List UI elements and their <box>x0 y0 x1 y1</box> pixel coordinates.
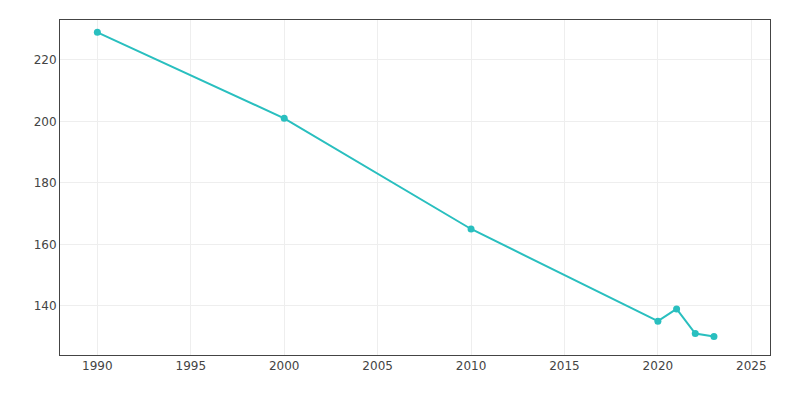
svg-text:1990: 1990 <box>82 359 113 373</box>
svg-text:2020: 2020 <box>643 359 674 373</box>
svg-text:2025: 2025 <box>736 359 767 373</box>
svg-text:1995: 1995 <box>176 359 207 373</box>
svg-text:2015: 2015 <box>549 359 580 373</box>
svg-text:160: 160 <box>34 238 57 252</box>
svg-text:2005: 2005 <box>362 359 393 373</box>
svg-text:200: 200 <box>34 115 57 129</box>
svg-text:2000: 2000 <box>269 359 300 373</box>
svg-text:2010: 2010 <box>456 359 487 373</box>
svg-text:220: 220 <box>34 53 57 67</box>
svg-text:180: 180 <box>34 176 57 190</box>
svg-text:140: 140 <box>34 299 57 313</box>
